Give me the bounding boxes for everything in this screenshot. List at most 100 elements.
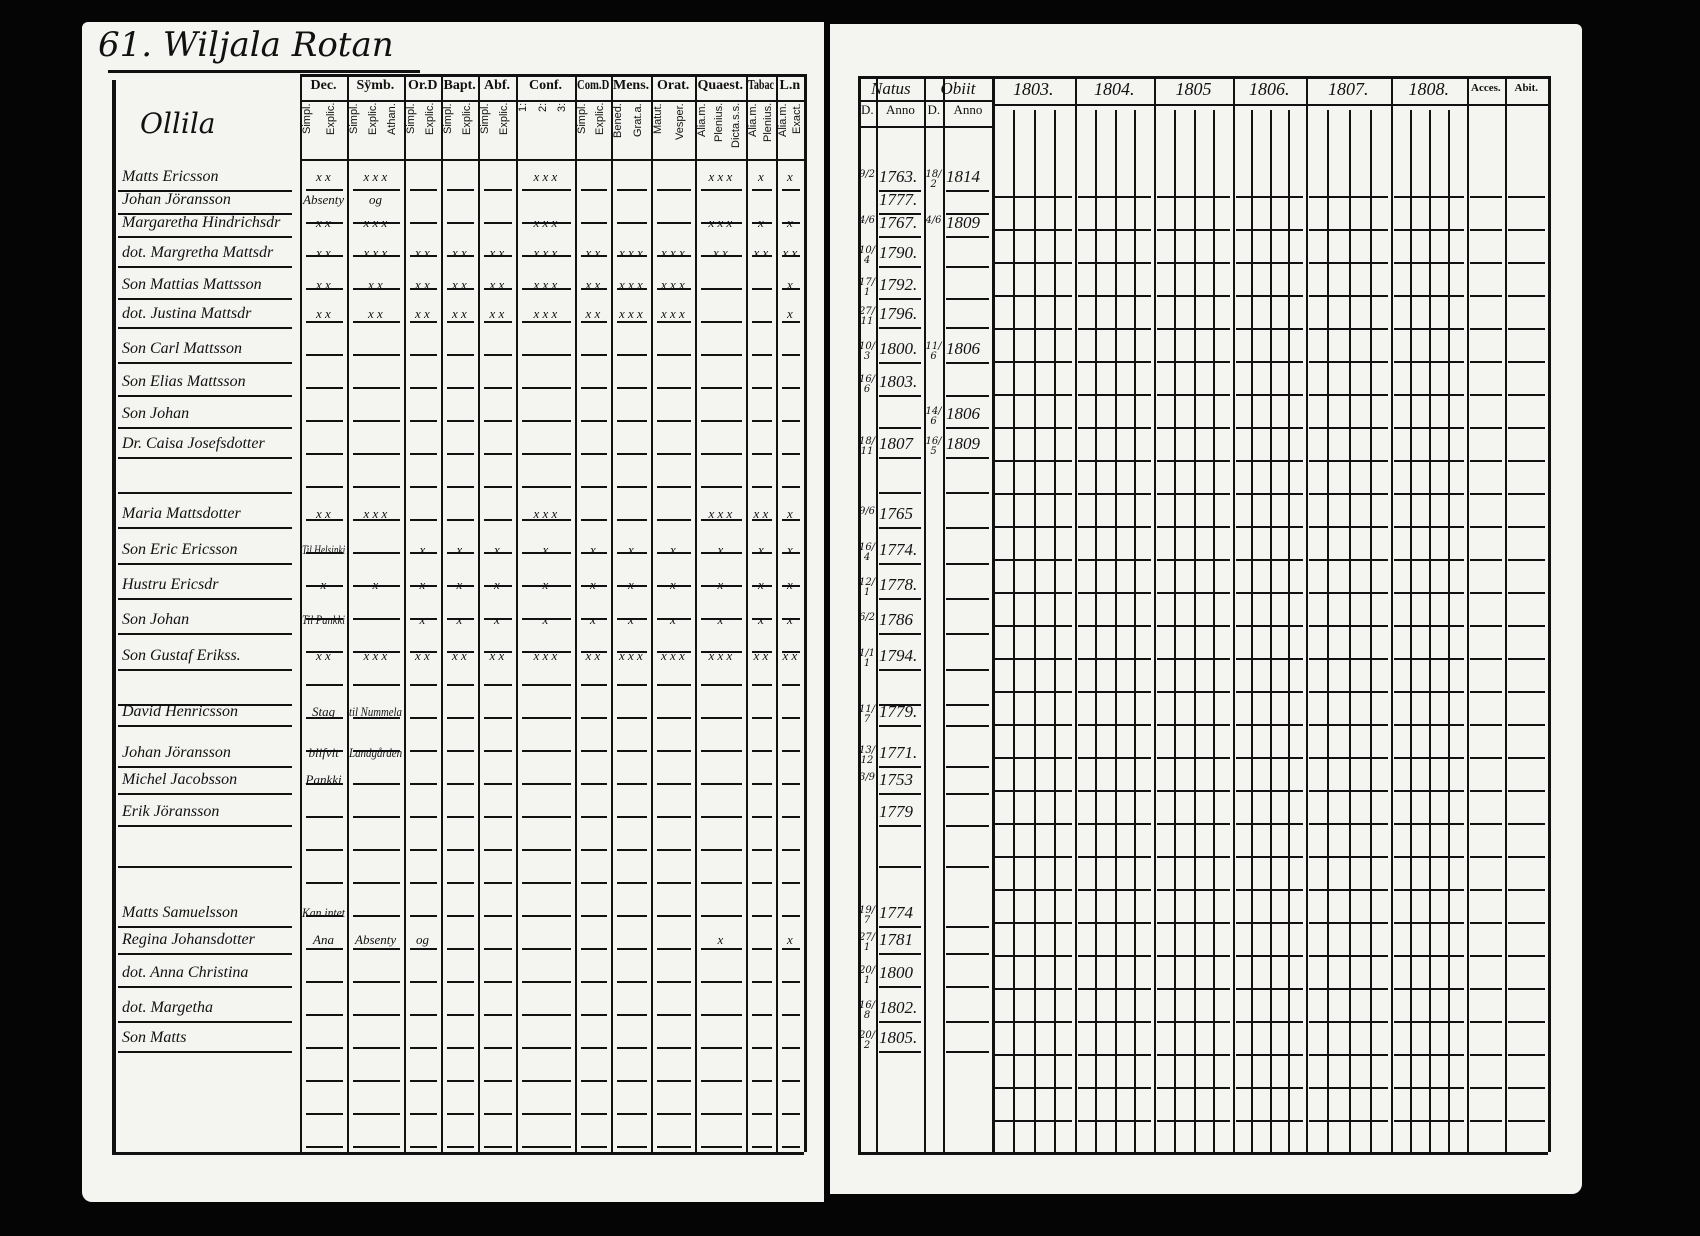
row-rule bbox=[701, 750, 742, 752]
birth-year: 1790. bbox=[879, 243, 918, 262]
row-rule bbox=[782, 387, 800, 389]
year-header: 1803. bbox=[1013, 79, 1054, 99]
person-name: Hustru Ericsdr bbox=[122, 576, 219, 593]
page-title: 61. Wiljala Rotan bbox=[98, 25, 394, 65]
row-rule bbox=[782, 1080, 800, 1082]
row-rule bbox=[1157, 790, 1230, 792]
row-rule bbox=[752, 684, 772, 686]
exam-mark: x x bbox=[713, 245, 728, 260]
exam-mark: x x x bbox=[363, 169, 388, 184]
row-rule bbox=[353, 1146, 400, 1148]
row-rule bbox=[581, 750, 607, 752]
row-rule bbox=[1394, 757, 1464, 759]
row-rule bbox=[752, 1080, 772, 1082]
birth-day: 16/4 bbox=[858, 542, 876, 563]
exam-mark: x x x bbox=[363, 648, 388, 663]
row-rule bbox=[1309, 625, 1388, 627]
row-rule bbox=[752, 1113, 772, 1115]
row-rule bbox=[1236, 526, 1303, 528]
row-rule bbox=[1236, 988, 1303, 990]
exam-mark: x x x bbox=[661, 245, 685, 260]
row-rule bbox=[752, 882, 772, 884]
row-rule bbox=[1157, 889, 1230, 891]
row-rule bbox=[1470, 1021, 1502, 1023]
row-rule bbox=[306, 750, 343, 752]
row-rule bbox=[447, 1014, 474, 1016]
column-header: Conf. bbox=[529, 78, 563, 93]
row-rule bbox=[1309, 988, 1388, 990]
row-rule bbox=[484, 618, 512, 620]
exam-mark: x x x bbox=[661, 306, 685, 321]
row-rule bbox=[782, 684, 800, 686]
row-rule bbox=[879, 327, 921, 329]
birth-year: 1786 bbox=[879, 610, 913, 629]
person-name: Son Johan bbox=[122, 611, 190, 628]
row-rule bbox=[1078, 328, 1151, 330]
row-rule bbox=[995, 361, 1072, 363]
column-rule bbox=[112, 80, 116, 1152]
row-rule bbox=[410, 387, 437, 389]
row-rule bbox=[353, 387, 400, 389]
person-name: Johan Jöransson bbox=[122, 744, 231, 761]
death-year: 1809 bbox=[946, 213, 980, 232]
row-rule bbox=[118, 926, 292, 928]
row-rule bbox=[306, 222, 343, 224]
row-rule bbox=[1470, 823, 1502, 825]
row-rule bbox=[879, 298, 921, 300]
row-rule bbox=[879, 704, 921, 706]
exam-mark: x x x bbox=[533, 506, 558, 521]
row-rule bbox=[353, 1113, 400, 1115]
exam-mark: x x x bbox=[363, 506, 388, 521]
row-rule bbox=[447, 552, 474, 554]
row-rule bbox=[752, 717, 772, 719]
row-rule bbox=[410, 255, 437, 257]
person-name: Son Eric Ericsson bbox=[122, 541, 238, 558]
row-rule bbox=[1157, 988, 1230, 990]
row-rule bbox=[946, 190, 989, 192]
row-rule bbox=[752, 651, 772, 653]
exam-mark: x x x bbox=[533, 277, 558, 292]
row-rule bbox=[1508, 955, 1545, 957]
person-name: dot. Margetha bbox=[122, 999, 213, 1016]
row-rule bbox=[581, 981, 607, 983]
row-rule bbox=[581, 387, 607, 389]
row-rule bbox=[306, 948, 343, 950]
row-rule bbox=[617, 915, 647, 917]
row-rule bbox=[118, 1021, 292, 1023]
column-rule bbox=[1410, 110, 1412, 1152]
column-rule bbox=[1213, 110, 1216, 1152]
row-rule bbox=[1508, 1054, 1545, 1056]
anno-subheader: Anno bbox=[953, 102, 983, 117]
row-rule bbox=[657, 915, 691, 917]
row-rule bbox=[522, 1146, 571, 1148]
right-page bbox=[830, 24, 1582, 1194]
row-rule bbox=[657, 1113, 691, 1115]
exam-mark: Absenty bbox=[355, 932, 397, 947]
person-name: Son Gustaf Erikss. bbox=[122, 647, 241, 664]
row-rule bbox=[995, 592, 1072, 594]
row-rule bbox=[353, 354, 400, 356]
person-name: Margaretha Hindrichsdr bbox=[122, 214, 281, 231]
row-rule bbox=[1157, 625, 1230, 627]
row-rule bbox=[995, 790, 1072, 792]
row-rule bbox=[879, 527, 921, 529]
row-rule bbox=[306, 387, 343, 389]
row-rule bbox=[657, 222, 691, 224]
row-rule bbox=[581, 717, 607, 719]
exam-mark: x bbox=[670, 577, 676, 592]
row-rule bbox=[858, 1152, 1548, 1155]
column-subheader: Matut. bbox=[652, 103, 664, 134]
row-rule bbox=[946, 527, 989, 529]
row-rule bbox=[752, 519, 772, 521]
row-rule bbox=[1236, 229, 1303, 231]
row-rule bbox=[752, 1146, 772, 1148]
row-rule bbox=[447, 783, 474, 785]
exam-mark: x x x bbox=[533, 245, 558, 260]
row-rule bbox=[995, 955, 1072, 957]
exam-mark: x bbox=[456, 577, 463, 592]
row-rule bbox=[946, 598, 989, 600]
person-name: Dr. Caisa Josefsdotter bbox=[122, 435, 265, 452]
row-rule bbox=[946, 633, 989, 635]
row-rule bbox=[353, 420, 400, 422]
row-rule bbox=[447, 717, 474, 719]
